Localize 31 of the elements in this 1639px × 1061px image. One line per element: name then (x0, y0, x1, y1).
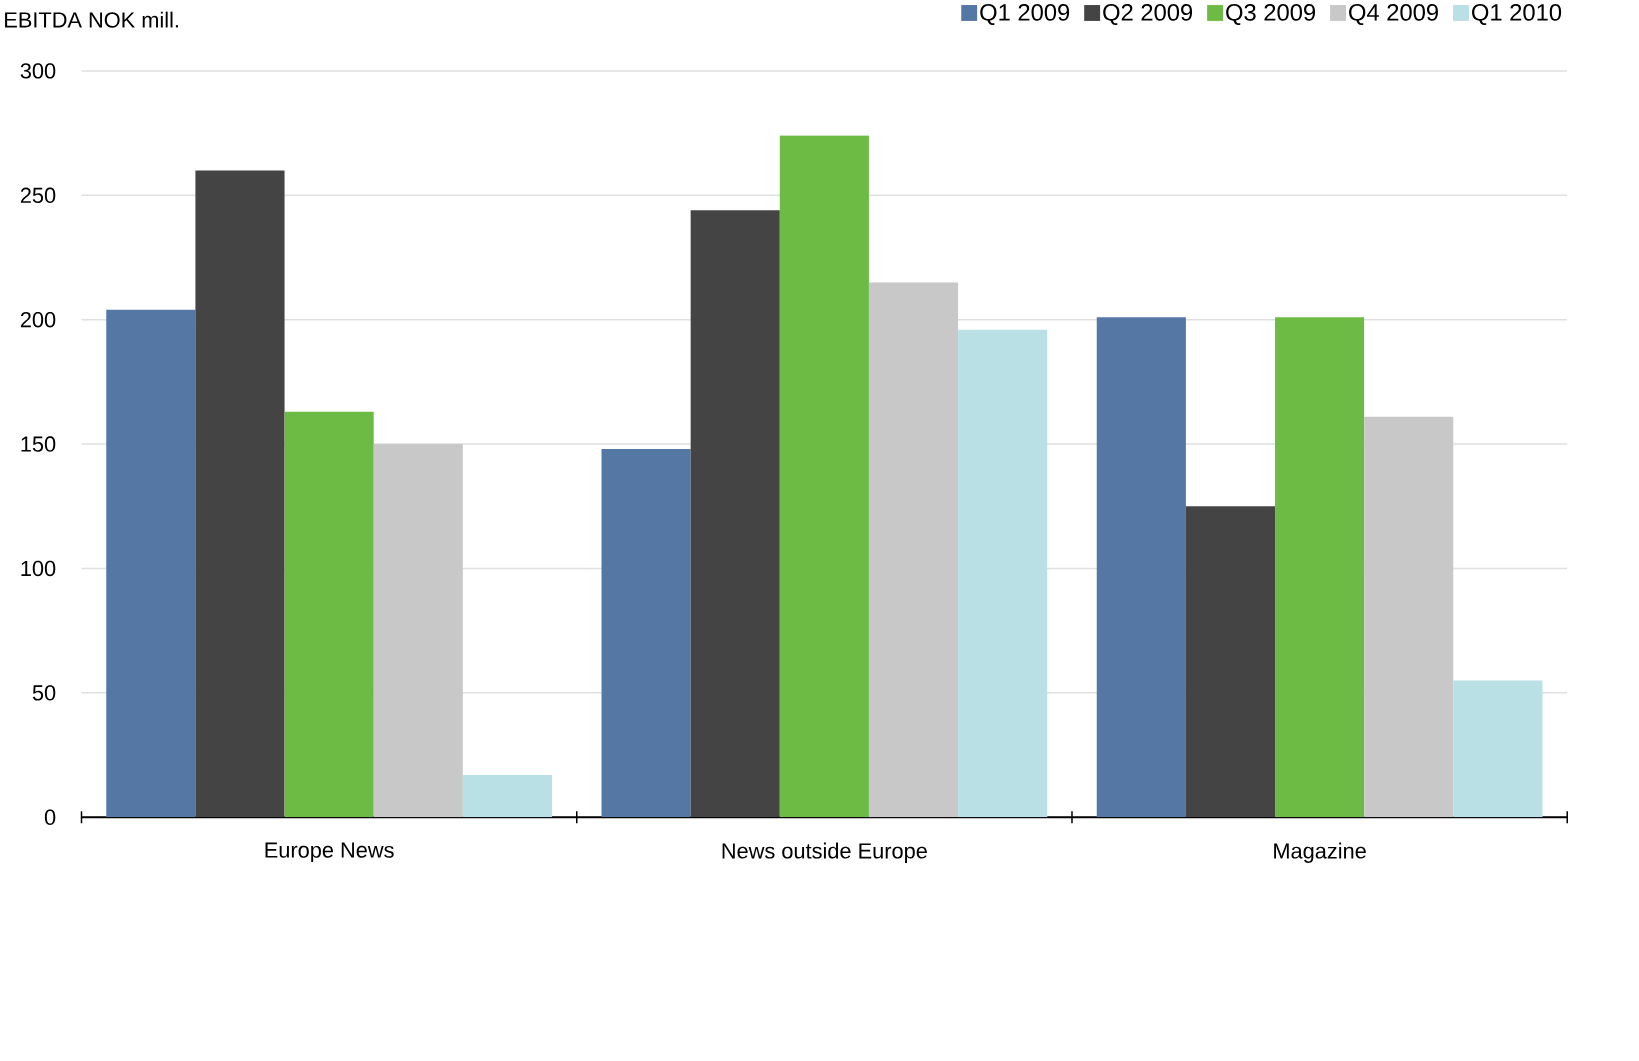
legend-label: Q3 2009 (1226, 3, 1316, 26)
legend-label: Q4 2009 (1349, 3, 1438, 26)
x-tick-label: Magazine (1274, 842, 1366, 863)
x-tick-label: News outside Europe (722, 842, 927, 863)
y-tick-label: 50 (32, 685, 56, 701)
bar (284, 411, 374, 818)
bar (601, 449, 691, 818)
y-axis-title: EBITDA NOK mill. (5, 11, 178, 28)
y-tick-label: 0 (44, 809, 56, 825)
x-tick-label: Europe News (265, 842, 394, 863)
bar (868, 282, 959, 818)
legend-label: Q2 2009 (1103, 3, 1193, 26)
y-tick-label: 100 (21, 560, 56, 577)
y-tick-label: 300 (20, 63, 56, 79)
y-tick-label: 150 (21, 436, 56, 452)
bar (462, 774, 552, 818)
bar (1185, 506, 1276, 818)
bar (1364, 416, 1454, 818)
bar (1096, 317, 1186, 818)
bar (373, 444, 463, 818)
bar (195, 170, 285, 818)
bar (690, 210, 780, 818)
y-tick-label: 250 (20, 187, 56, 203)
bar (779, 135, 869, 818)
bar (1453, 680, 1543, 818)
bar (1275, 317, 1365, 818)
legend-label: Q1 2010 (1472, 3, 1562, 26)
bar (958, 329, 1048, 818)
y-tick-label: 200 (20, 311, 56, 328)
bar (106, 309, 196, 818)
legend-label: Q1 2009 (980, 3, 1070, 26)
